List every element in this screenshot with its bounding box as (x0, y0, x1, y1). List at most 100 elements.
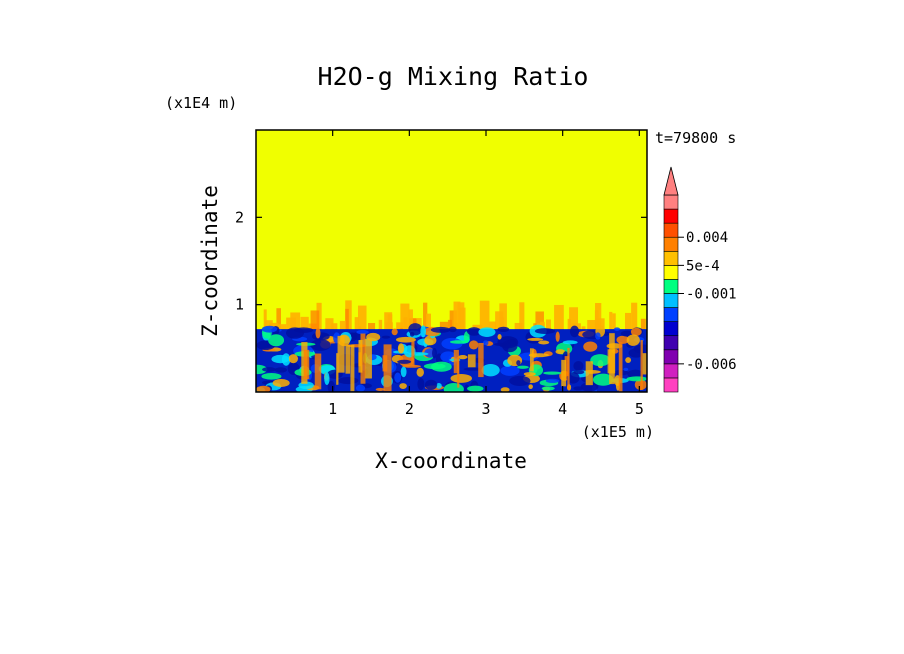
x-tick-label: 5 (635, 400, 644, 418)
colorbar-level (663, 307, 679, 322)
rising-plume (529, 348, 534, 372)
turbulence-blob (311, 332, 330, 341)
plume-streak (423, 302, 428, 338)
turbulence-blob (430, 326, 451, 333)
rising-plume (360, 333, 366, 384)
plume-streak (587, 319, 597, 338)
turbulence-blob (337, 377, 359, 385)
x-tick-label: 2 (405, 400, 414, 418)
turbulence-blob (500, 387, 510, 392)
turbulence-blob (435, 383, 442, 389)
colorbar: 0.004 5e-4 -0.001 -0.006 (663, 166, 737, 393)
turbulence-blob (381, 335, 391, 339)
y-tick-label: 1 (235, 296, 244, 314)
turbulence-blob (417, 377, 425, 391)
rising-plume (411, 341, 415, 366)
turbulence-blob (466, 327, 482, 336)
turbulence-blob (408, 352, 429, 356)
turbulence-blob (592, 373, 614, 386)
turbulence-blob (443, 383, 464, 392)
turbulence-blob (397, 359, 412, 364)
y-axis-label: Z-coordinate (198, 185, 222, 337)
colorbar-level (663, 208, 679, 224)
rising-plume (467, 354, 476, 368)
turbulence-blob (528, 384, 533, 390)
plume-streak (625, 312, 632, 338)
rising-plume (642, 353, 647, 375)
turbulence-blob (355, 384, 366, 392)
plume-streak (631, 302, 638, 338)
plume-streak (425, 313, 431, 338)
turbulence-blob (457, 355, 468, 360)
plume-streak (378, 319, 383, 338)
turbulence-blob (450, 374, 472, 383)
turbulence-blob (274, 367, 287, 373)
turbulence-blob (628, 348, 644, 358)
turbulence-blob (482, 340, 489, 346)
turbulence-blob (310, 339, 331, 351)
colorbar-level (663, 236, 679, 252)
turbulence-blob (397, 343, 405, 354)
colorbar-level (663, 194, 679, 210)
rising-plume (303, 349, 310, 380)
turbulence-blob (467, 385, 484, 392)
plume-streak (310, 310, 320, 338)
plume-streak (408, 309, 413, 338)
turbulence-blob (288, 354, 299, 364)
turbulence-blob (448, 326, 457, 333)
turbulence-blob (399, 383, 407, 389)
colorbar-label: -0.006 (686, 357, 737, 373)
rising-plume (350, 344, 355, 392)
turbulence-blob (272, 379, 290, 387)
turbulence-blob (400, 366, 407, 378)
plume-streak (384, 312, 393, 338)
plume-streak (449, 310, 457, 338)
plume-streak (357, 305, 367, 338)
turbulence-blob (478, 327, 496, 337)
colorbar-level (663, 377, 679, 393)
turbulence-blob (268, 334, 285, 347)
turbulence-blob (528, 353, 549, 358)
heatmap-field (256, 130, 647, 392)
turbulence-blob (507, 339, 517, 345)
colorbar-level (663, 335, 679, 351)
turbulence-blob (416, 367, 424, 377)
rising-plume (358, 340, 363, 373)
turbulence-blob (500, 365, 520, 376)
turbulence-blob (261, 373, 282, 380)
plume-streak (276, 308, 281, 338)
plume-streak (300, 316, 309, 338)
turbulence-blob (555, 331, 560, 342)
turbulence-blob (543, 371, 562, 375)
time-label: t=79800 s (655, 129, 736, 147)
colorbar-level (663, 265, 679, 280)
y-axis-scale-label: (x1E4 m) (165, 94, 237, 112)
plume-streak (569, 307, 579, 338)
plume-streak (479, 300, 490, 338)
turbulence-blob (595, 332, 601, 340)
colorbar-level (663, 321, 679, 337)
plume-streak (519, 302, 525, 338)
turbulence-blob (497, 334, 502, 340)
turbulence-blob (432, 347, 437, 359)
turbulence-blob (538, 340, 550, 345)
colorbar-level (663, 279, 679, 294)
turbulence-blob (262, 367, 277, 372)
rising-plume (345, 344, 351, 374)
turbulence-blob (573, 386, 584, 391)
plume-streak (453, 301, 461, 338)
rising-plume (585, 361, 593, 386)
x-axis-scale-label: (x1E5 m) (582, 423, 654, 441)
turbulence-blob (256, 364, 268, 375)
colorbar-level (663, 250, 679, 266)
plume-streak (354, 317, 359, 338)
rising-plume (607, 349, 616, 374)
colorbar-level (663, 293, 679, 308)
turbulence-blob (375, 387, 385, 391)
turbulence-blob (396, 336, 416, 343)
rising-plume (337, 335, 345, 373)
turbulence-blob (583, 341, 598, 352)
x-tick-label: 4 (558, 400, 567, 418)
